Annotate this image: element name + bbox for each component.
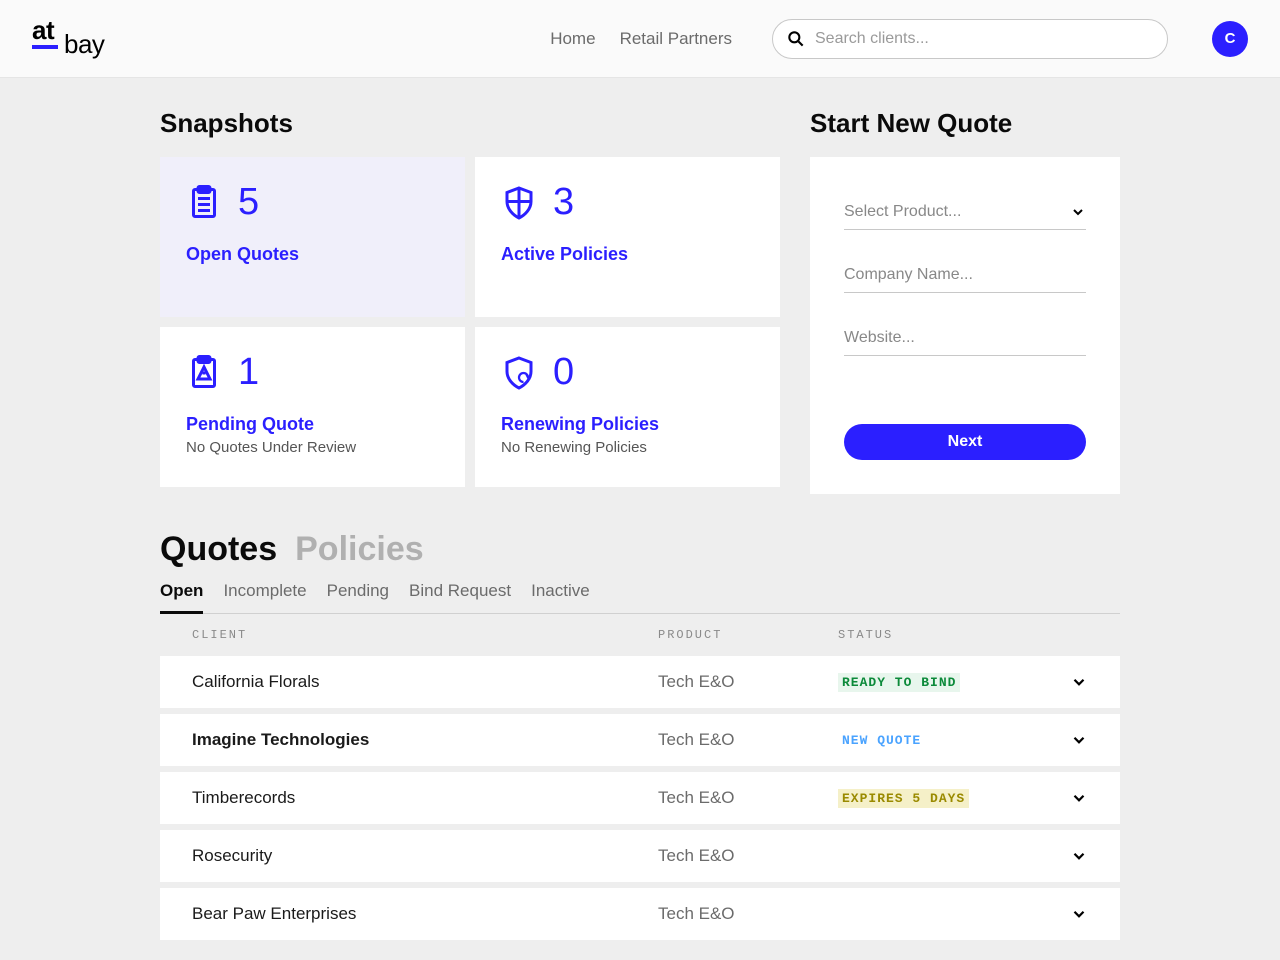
product-field[interactable]: [844, 195, 1086, 230]
header-product: PRODUCT: [658, 628, 838, 642]
expand-toggle[interactable]: [1048, 905, 1088, 923]
status-badge: EXPIRES 5 DAYS: [838, 789, 969, 808]
clipboard-icon: [186, 185, 222, 221]
cell-client: California Florals: [192, 672, 658, 692]
status-badge: READY TO BIND: [838, 673, 960, 692]
top-nav: Home Retail Partners C: [550, 19, 1248, 59]
chevron-down-icon: [1070, 731, 1088, 749]
cell-client: Timberecords: [192, 788, 658, 808]
cell-client: Bear Paw Enterprises: [192, 904, 658, 924]
snapshots-section: Snapshots 5 Open Quotes: [160, 108, 780, 494]
quotes-table: CLIENT PRODUCT STATUS California Florals…: [160, 614, 1120, 940]
cell-product: Tech E&O: [658, 672, 838, 692]
shield-icon: [501, 185, 537, 221]
cell-status: NEW QUOTE: [838, 731, 1048, 749]
company-input[interactable]: [844, 258, 1086, 292]
nav-retail-partners[interactable]: Retail Partners: [620, 29, 732, 49]
search-wrap: [772, 19, 1168, 59]
big-tabs: Quotes Policies: [160, 530, 1120, 569]
cell-client: Rosecurity: [192, 846, 658, 866]
chevron-down-icon: [1070, 789, 1088, 807]
expand-toggle[interactable]: [1048, 847, 1088, 865]
snapshot-count: 3: [553, 181, 574, 224]
new-quote-title: Start New Quote: [810, 108, 1120, 139]
sub-tabs: Open Incomplete Pending Bind Request Ina…: [160, 581, 1120, 614]
cell-product: Tech E&O: [658, 904, 838, 924]
avatar[interactable]: C: [1212, 21, 1248, 57]
snapshot-label: Open Quotes: [186, 244, 439, 265]
expand-toggle[interactable]: [1048, 673, 1088, 691]
top-bar: at bay Home Retail Partners C: [0, 0, 1280, 78]
subtab-open[interactable]: Open: [160, 581, 203, 614]
status-badge: NEW QUOTE: [838, 731, 925, 750]
search-input[interactable]: [772, 19, 1168, 59]
snapshot-label: Pending Quote: [186, 414, 439, 435]
subtab-bind-request[interactable]: Bind Request: [409, 581, 511, 613]
snapshot-card-open-quotes[interactable]: 5 Open Quotes: [160, 157, 465, 317]
search-icon: [786, 29, 806, 49]
chevron-down-icon: [1070, 204, 1086, 220]
nav-home[interactable]: Home: [550, 29, 595, 49]
logo-underline: [32, 45, 58, 49]
header-status: STATUS: [838, 628, 1048, 642]
company-field: [844, 258, 1086, 293]
new-quote-card: Next: [810, 157, 1120, 494]
expand-toggle[interactable]: [1048, 789, 1088, 807]
snapshot-count: 5: [238, 181, 259, 224]
snapshot-label: Active Policies: [501, 244, 754, 265]
subtab-inactive[interactable]: Inactive: [531, 581, 590, 613]
chevron-down-icon: [1070, 673, 1088, 691]
table-row[interactable]: Imagine TechnologiesTech E&ONEW QUOTE: [160, 714, 1120, 766]
chevron-down-icon: [1070, 905, 1088, 923]
table-row[interactable]: RosecurityTech E&O: [160, 830, 1120, 882]
clipboard-alert-icon: [186, 355, 222, 391]
table-row[interactable]: California FloralsTech E&OREADY TO BIND: [160, 656, 1120, 708]
snapshot-grid: 5 Open Quotes 3 Active Policies: [160, 157, 780, 487]
cell-client: Imagine Technologies: [192, 730, 658, 750]
snapshot-sub: No Renewing Policies: [501, 439, 754, 456]
header-client: CLIENT: [192, 628, 658, 642]
cell-status: READY TO BIND: [838, 673, 1048, 691]
tab-policies[interactable]: Policies: [295, 530, 424, 569]
table-body: California FloralsTech E&OREADY TO BINDI…: [160, 656, 1120, 940]
product-select[interactable]: [844, 195, 1086, 229]
snapshot-count: 1: [238, 351, 259, 394]
shield-refresh-icon: [501, 355, 537, 391]
website-input[interactable]: [844, 321, 1086, 355]
snapshot-count: 0: [553, 351, 574, 394]
tab-quotes[interactable]: Quotes: [160, 530, 277, 569]
snapshot-card-renewing-policies[interactable]: 0 Renewing Policies No Renewing Policies: [475, 327, 780, 487]
website-field: [844, 321, 1086, 356]
logo-bay-text: bay: [64, 29, 104, 60]
snapshots-title: Snapshots: [160, 108, 780, 139]
cell-product: Tech E&O: [658, 730, 838, 750]
subtab-pending[interactable]: Pending: [327, 581, 389, 613]
subtab-incomplete[interactable]: Incomplete: [223, 581, 306, 613]
chevron-down-icon: [1070, 847, 1088, 865]
table-header: CLIENT PRODUCT STATUS: [160, 614, 1120, 656]
expand-toggle[interactable]: [1048, 731, 1088, 749]
table-row[interactable]: TimberecordsTech E&OEXPIRES 5 DAYS: [160, 772, 1120, 824]
cell-status: EXPIRES 5 DAYS: [838, 789, 1048, 807]
logo-at-text: at: [32, 17, 58, 43]
snapshot-sub: No Quotes Under Review: [186, 439, 439, 456]
logo[interactable]: at bay: [32, 17, 104, 60]
quotes-section: Quotes Policies Open Incomplete Pending …: [160, 530, 1120, 940]
next-button[interactable]: Next: [844, 424, 1086, 460]
cell-product: Tech E&O: [658, 788, 838, 808]
table-row[interactable]: Bear Paw EnterprisesTech E&O: [160, 888, 1120, 940]
new-quote-section: Start New Quote Next: [810, 108, 1120, 494]
snapshot-card-active-policies[interactable]: 3 Active Policies: [475, 157, 780, 317]
snapshot-label: Renewing Policies: [501, 414, 754, 435]
cell-product: Tech E&O: [658, 846, 838, 866]
snapshot-card-pending-quote[interactable]: 1 Pending Quote No Quotes Under Review: [160, 327, 465, 487]
